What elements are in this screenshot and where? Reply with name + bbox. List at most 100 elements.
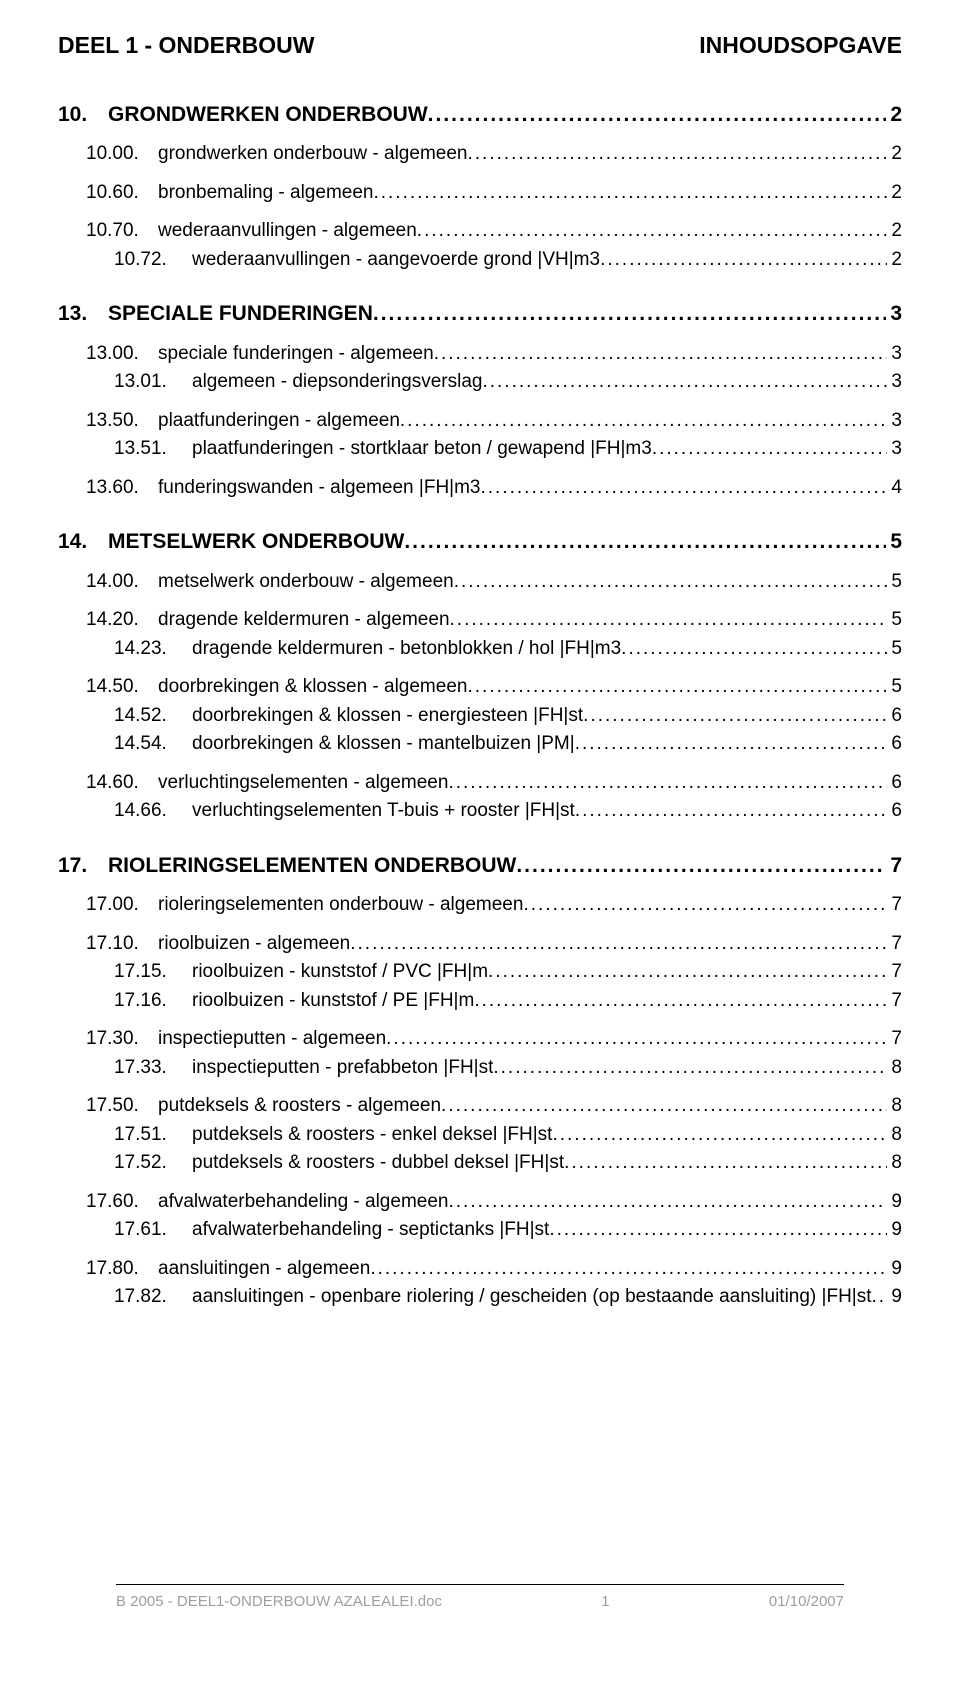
toc-number: 10.72. [114, 246, 192, 275]
toc-number: 17.61. [114, 1216, 192, 1245]
toc-page: 8 [887, 1149, 902, 1178]
toc-number: 14.52. [114, 702, 192, 731]
toc-entry: 13.01.algemeen - diepsonderingsverslag 3 [114, 368, 902, 397]
toc-title: RIOLERINGSELEMENTEN ONDERBOUW [108, 850, 516, 882]
toc-number: 17.60. [86, 1188, 158, 1217]
toc-number: 13.51. [114, 435, 192, 464]
toc-title: putdeksels & roosters - enkel deksel |FH… [192, 1121, 552, 1150]
toc-title: bronbemaling - algemeen [158, 179, 373, 208]
page-footer: B 2005 - DEEL1-ONDERBOUW AZALEALEI.doc 1… [116, 1584, 844, 1614]
header-right: INHOUDSOPGAVE [699, 28, 902, 63]
footer-date: 01/10/2007 [769, 1591, 844, 1614]
toc-title: dragende keldermuren - algemeen [158, 606, 450, 635]
toc-entry: 17.16.rioolbuizen - kunststof / PE |FH|m… [114, 987, 902, 1016]
toc-page: 9 [887, 1188, 902, 1217]
toc-page: 8 [887, 1054, 902, 1083]
toc-title: rioleringselementen onderbouw - algemeen [158, 891, 523, 920]
toc-entry: 17.60.afvalwaterbehandeling - algemeen 9 [86, 1188, 902, 1217]
toc-title: funderingswanden - algemeen |FH|m3 [158, 474, 481, 503]
toc-title: dragende keldermuren - betonblokken / ho… [192, 635, 621, 664]
toc-entry: 13.SPECIALE FUNDERINGEN 3 [58, 298, 902, 330]
toc-entry: 17.82.aansluitingen - openbare riolering… [114, 1283, 902, 1312]
toc-title: METSELWERK ONDERBOUW [108, 526, 404, 558]
toc-page: 8 [887, 1121, 902, 1150]
toc-entry: 17.80.aansluitingen - algemeen 9 [86, 1255, 902, 1284]
toc-entry: 17.15.rioolbuizen - kunststof / PVC |FH|… [114, 958, 902, 987]
toc-page: 3 [887, 368, 902, 397]
footer-page-number: 1 [601, 1591, 609, 1614]
toc-page: 3 [886, 298, 902, 330]
toc-entry: 13.51.plaatfunderingen - stortklaar beto… [114, 435, 902, 464]
toc-leader-dots [434, 340, 888, 369]
toc-leader-dots [493, 1054, 887, 1083]
toc-number: 13.50. [86, 407, 158, 436]
toc-number: 14.20. [86, 606, 158, 635]
toc-number: 14.50. [86, 673, 158, 702]
toc-number: 14.60. [86, 769, 158, 798]
toc-leader-dots [448, 769, 887, 798]
toc-number: 13.00. [86, 340, 158, 369]
toc-number: 17.00. [86, 891, 158, 920]
toc-title: doorbrekingen & klossen - algemeen [158, 673, 467, 702]
toc-leader-dots [450, 606, 888, 635]
toc-title: afvalwaterbehandeling - septictanks |FH|… [192, 1216, 549, 1245]
toc-leader-dots [373, 298, 886, 330]
toc-title: speciale funderingen - algemeen [158, 340, 434, 369]
toc-leader-dots [600, 246, 887, 275]
toc-page: 9 [887, 1283, 902, 1312]
toc-leader-dots [575, 730, 888, 759]
toc-page: 7 [887, 930, 902, 959]
toc-leader-dots [872, 1283, 888, 1312]
table-of-contents: 10.GRONDWERKEN ONDERBOUW 210.00.grondwer… [58, 99, 902, 1312]
toc-leader-dots [481, 474, 888, 503]
toc-entry: 14.60.verluchtingselementen - algemeen 6 [86, 769, 902, 798]
toc-title: wederaanvullingen - algemeen [158, 217, 417, 246]
toc-title: afvalwaterbehandeling - algemeen [158, 1188, 448, 1217]
toc-leader-dots [350, 930, 887, 959]
toc-entry: 14.66.verluchtingselementen T-buis + roo… [114, 797, 902, 826]
toc-number: 17.33. [114, 1054, 192, 1083]
toc-page: 2 [887, 217, 902, 246]
toc-leader-dots [583, 702, 887, 731]
toc-title: metselwerk onderbouw - algemeen [158, 568, 454, 597]
toc-leader-dots [652, 435, 888, 464]
toc-entry: 10.60.bronbemaling - algemeen 2 [86, 179, 902, 208]
toc-leader-dots [575, 797, 888, 826]
toc-page: 3 [887, 340, 902, 369]
toc-page: 5 [887, 635, 902, 664]
toc-leader-dots [400, 407, 888, 436]
toc-page: 5 [887, 568, 902, 597]
toc-leader-dots [564, 1149, 887, 1178]
toc-title: aansluitingen - openbare riolering / ges… [192, 1283, 872, 1312]
toc-leader-dots [373, 179, 887, 208]
toc-number: 17.15. [114, 958, 192, 987]
toc-entry: 14.23.dragende keldermuren - betonblokke… [114, 635, 902, 664]
toc-number: 17.50. [86, 1092, 158, 1121]
toc-title: inspectieputten - prefabbeton |FH|st [192, 1054, 493, 1083]
toc-number: 17.82. [114, 1283, 192, 1312]
toc-number: 10. [58, 99, 108, 131]
toc-leader-dots [488, 958, 887, 987]
toc-entry: 10.70.wederaanvullingen - algemeen 2 [86, 217, 902, 246]
toc-number: 13. [58, 298, 108, 330]
toc-page: 2 [887, 140, 902, 169]
toc-title: wederaanvullingen - aangevoerde grond |V… [192, 246, 600, 275]
toc-leader-dots [404, 526, 886, 558]
toc-entry: 14.METSELWERK ONDERBOUW 5 [58, 526, 902, 558]
toc-entry: 14.52.doorbrekingen & klossen - energies… [114, 702, 902, 731]
toc-page: 6 [887, 730, 902, 759]
toc-leader-dots [448, 1188, 887, 1217]
toc-leader-dots [386, 1025, 887, 1054]
toc-number: 14.54. [114, 730, 192, 759]
toc-entry: 17.30.inspectieputten - algemeen 7 [86, 1025, 902, 1054]
toc-title: rioolbuizen - kunststof / PVC |FH|m [192, 958, 488, 987]
toc-page: 5 [886, 526, 902, 558]
toc-leader-dots [523, 891, 887, 920]
toc-page: 6 [887, 769, 902, 798]
toc-entry: 17.RIOLERINGSELEMENTEN ONDERBOUW 7 [58, 850, 902, 882]
toc-page: 6 [887, 797, 902, 826]
toc-title: rioolbuizen - algemeen [158, 930, 350, 959]
toc-number: 14.66. [114, 797, 192, 826]
toc-entry: 17.52.putdeksels & roosters - dubbel dek… [114, 1149, 902, 1178]
toc-leader-dots [428, 99, 887, 131]
